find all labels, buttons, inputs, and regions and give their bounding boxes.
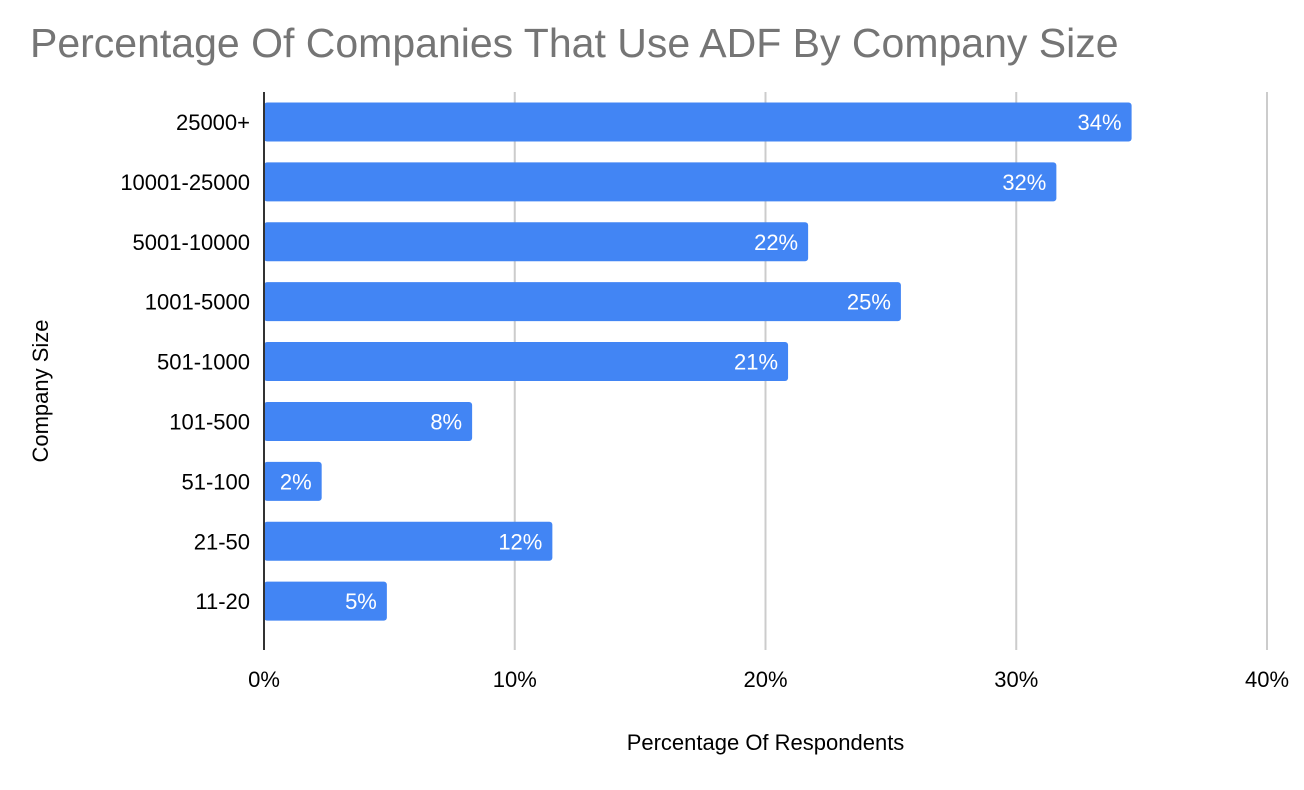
y-category-label: 5001-10000 [133, 230, 250, 255]
y-category-label: 11-20 [195, 589, 250, 614]
bar [264, 102, 1132, 142]
y-category-labels: 25000+ 10001-25000 5001-10000 1001-5000 501-… [120, 110, 250, 614]
data-label: 21% [734, 350, 778, 375]
bar [264, 581, 387, 621]
data-label: 12% [498, 529, 542, 554]
bar [264, 222, 809, 262]
bar [264, 282, 901, 322]
y-category-label: 1001-5000 [145, 290, 250, 315]
data-label: 25% [847, 290, 891, 315]
data-label: 2% [280, 469, 312, 494]
x-axis-title: Percentage Of Respondents [627, 730, 905, 755]
y-category-label: 51-100 [181, 469, 250, 494]
bar [264, 521, 553, 561]
bar [264, 162, 1057, 202]
data-label: 32% [1002, 170, 1046, 195]
y-category-label: 10001-25000 [120, 170, 250, 195]
bar [264, 461, 322, 501]
data-label: 34% [1078, 110, 1122, 135]
y-category-label: 21-50 [194, 529, 250, 554]
y-axis-title: Company Size [28, 319, 53, 462]
bars [264, 102, 1132, 621]
x-tick-label: 20% [743, 667, 787, 692]
x-tick-label: 0% [248, 667, 280, 692]
data-label: 5% [345, 589, 377, 614]
x-tick-labels: 0% 10% 20% 30% 40% [248, 667, 1289, 692]
y-category-label: 25000+ [176, 110, 250, 135]
y-category-label: 101-500 [169, 409, 250, 434]
bar [264, 401, 473, 441]
chart-title: Percentage Of Companies That Use ADF By … [30, 20, 1119, 66]
data-label: 22% [754, 230, 798, 255]
bar [264, 342, 789, 382]
data-labels: 34% 32% 22% 25% 21% 8% 2% 12% 5% [280, 110, 1122, 614]
x-tick-label: 40% [1245, 667, 1289, 692]
x-tick-label: 30% [994, 667, 1038, 692]
y-category-label: 501-1000 [157, 350, 250, 375]
x-tick-label: 10% [493, 667, 537, 692]
data-label: 8% [430, 409, 462, 434]
